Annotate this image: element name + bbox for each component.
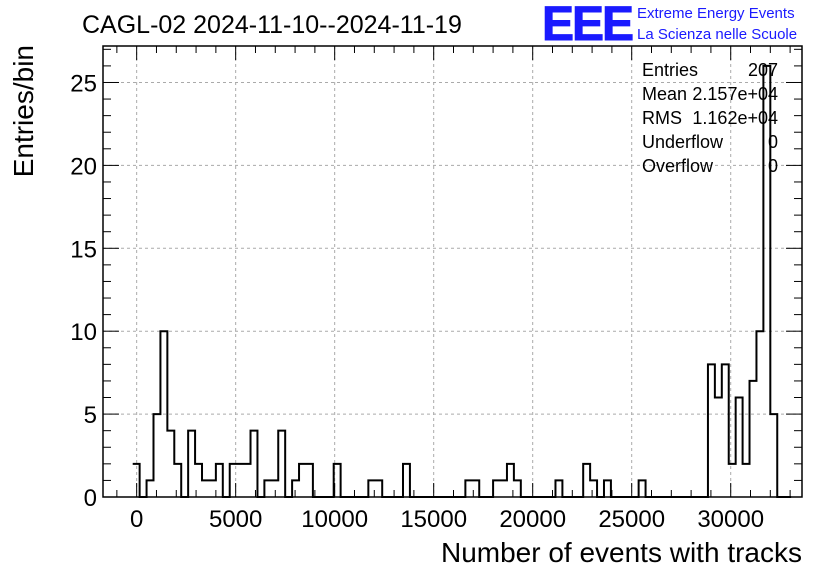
histogram-series — [132, 64, 792, 498]
grid-lines — [103, 46, 802, 497]
x-tick-label: 25000 — [598, 506, 665, 533]
y-tick-label: 15 — [70, 236, 97, 263]
stats-overflow-value: 0 — [768, 156, 778, 176]
x-tick-label: 15000 — [400, 506, 467, 533]
x-tick-label: 30000 — [697, 506, 764, 533]
stats-box: Entries 207 Mean 2.157e+04 RMS 1.162e+04… — [642, 60, 778, 176]
stats-entries-label: Entries — [642, 60, 698, 80]
y-axis-ticks: 0 5 10 15 20 25 — [70, 48, 802, 512]
eee-logo: EEE Extreme Energy Events La Scienza nel… — [542, 0, 798, 52]
logo-line1: Extreme Energy Events — [637, 5, 795, 22]
stats-entries-value: 207 — [748, 60, 778, 80]
y-tick-label: 25 — [70, 70, 97, 97]
y-tick-label: 10 — [70, 319, 97, 346]
chart-title: CAGL-02 2024-11-10--2024-11-19 — [82, 11, 462, 39]
x-tick-label: 20000 — [499, 506, 566, 533]
x-tick-label: 10000 — [301, 506, 368, 533]
x-axis-label: Number of events with tracks — [441, 537, 802, 568]
stats-mean-value: 2.157e+04 — [692, 84, 778, 104]
stats-overflow-label: Overflow — [642, 156, 714, 176]
y-tick-label: 0 — [84, 485, 97, 512]
y-tick-label: 20 — [70, 153, 97, 180]
y-axis-label: Entries/bin — [8, 45, 39, 177]
logo-line2: La Scienza nelle Scuole — [637, 26, 797, 43]
stats-rms-value: 1.162e+04 — [692, 108, 778, 128]
stats-mean-label: Mean — [642, 84, 687, 104]
eee-logo-text: EEE — [542, 0, 633, 51]
stats-underflow-value: 0 — [768, 132, 778, 152]
y-tick-label: 5 — [84, 402, 97, 429]
x-tick-label: 0 — [130, 506, 143, 533]
x-axis-ticks: 0 5000 10000 15000 20000 25000 30000 — [116, 46, 791, 533]
stats-rms-label: RMS — [642, 108, 682, 128]
x-tick-label: 5000 — [209, 506, 262, 533]
stats-underflow-label: Underflow — [642, 132, 724, 152]
